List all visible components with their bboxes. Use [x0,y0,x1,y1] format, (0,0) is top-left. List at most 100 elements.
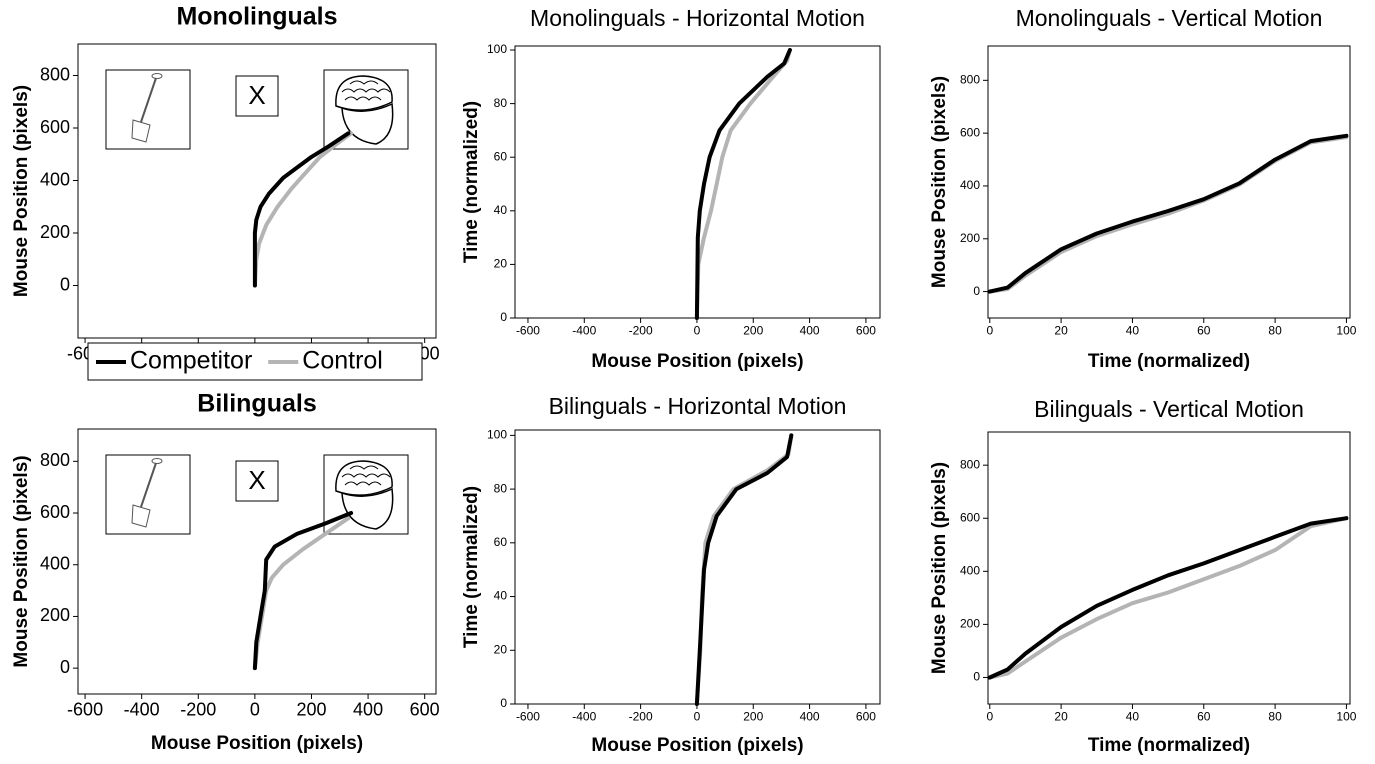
shovel-handle [140,462,157,508]
x-tick-label: 0 [694,709,701,723]
center-card [235,75,279,117]
y-tick-label: 0 [500,310,507,324]
y-tick-label: 60 [494,149,508,163]
y-tick-label: 100 [487,428,507,442]
y-tick-label: 80 [494,96,508,110]
y-tick-label: 60 [494,535,508,549]
y-tick-label: 200 [960,231,980,245]
chart-panel: Bilinguals Mouse Position (pixels) Mouse P… [11,390,440,754]
acorn-cap [335,460,393,496]
x-tick-label: 40 [1126,709,1140,723]
series-line [252,131,354,288]
x-tick-label: -200 [180,700,216,720]
x-axis-label: Mouse Position (pixels) [591,735,803,756]
y-tick-label: 600 [960,510,980,524]
shovel-blade [131,119,151,143]
x-tick-label: -400 [572,709,596,723]
series-line [987,516,1349,680]
x-tick-label: 80 [1268,323,1282,337]
y-tick-label: 400 [960,563,980,577]
legend-label: Control [302,347,383,375]
x-tick-label: -400 [124,700,160,720]
series-line [252,516,351,671]
y-axis-label: Time (normalized) [461,486,482,648]
plot-frame [77,43,437,339]
series-line [694,48,792,320]
acorn-cap [335,75,393,111]
y-tick-label: 600 [960,125,980,139]
series-line [252,131,351,288]
y-tick-label: 200 [40,222,70,242]
y-axis-label: Mouse Position (pixels) [11,455,32,667]
y-axis-label: Mouse Position (pixels) [11,85,32,297]
x-axis-label: Time (normalized) [1088,351,1250,372]
y-tick-label: 0 [973,670,980,684]
center-mark: X [248,80,265,110]
x-tick-label: -600 [516,709,540,723]
x-tick-label: -200 [629,709,653,723]
y-tick-label: 400 [40,553,70,573]
plot-frame [987,431,1351,705]
y-tick-label: 400 [960,178,980,192]
y-tick-label: 800 [960,73,980,87]
y-tick-label: 200 [960,617,980,631]
y-tick-label: 100 [487,42,507,56]
x-tick-label: 0 [986,323,993,337]
center-mark: X [248,465,265,495]
y-tick-label: 20 [494,257,508,271]
y-tick-label: 800 [40,64,70,84]
x-axis-label: Mouse Position (pixels) [151,733,363,754]
series-line [694,48,792,320]
x-tick-label: 80 [1268,709,1282,723]
x-tick-label: 600 [856,709,876,723]
chart-title: Monolinguals [176,3,337,31]
y-tick-label: 20 [494,642,508,656]
y-tick-label: 200 [40,605,70,625]
y-axis-label: Mouse Position (pixels) [929,76,950,288]
series-line [252,511,354,671]
chart-panel: Monolinguals - Vertical Motion Time (norm… [929,5,1357,372]
acorn-nut [341,487,394,530]
y-tick-label: 800 [40,450,70,470]
series-line [694,433,794,706]
series-line [987,516,1349,680]
x-tick-label: 400 [353,700,383,720]
series-line [694,433,794,706]
series-line [987,133,1349,294]
x-tick-label: 40 [1126,323,1140,337]
x-tick-label: 60 [1197,709,1211,723]
shovel-grip [151,458,163,464]
x-tick-label: -600 [516,323,540,337]
y-tick-label: 0 [60,657,70,677]
chart-title: Bilinguals [197,390,316,418]
legend-label: Competitor [130,347,252,375]
x-tick-label: 400 [800,709,820,723]
y-tick-label: 0 [500,696,507,710]
chart-panel: Bilinguals - Horizontal Motion Mouse Posi… [461,393,881,756]
y-tick-label: 600 [40,117,70,137]
y-tick-label: 400 [40,169,70,189]
shovel-handle [140,77,157,123]
x-tick-label: -200 [629,323,653,337]
plot-frame [514,429,881,705]
x-tick-label: 400 [800,323,820,337]
x-tick-label: 0 [250,700,260,720]
y-tick-label: 0 [973,284,980,298]
y-tick-label: 600 [40,502,70,522]
x-tick-label: 100 [1336,709,1356,723]
shovel-blade [131,504,151,528]
y-axis-label: Mouse Position (pixels) [929,462,950,674]
shovel-card [105,69,191,150]
y-tick-label: 0 [60,274,70,294]
chart-panel: Monolinguals - Horizontal Motion Mouse Po… [461,5,881,372]
x-tick-label: 0 [986,709,993,723]
x-tick-label: 100 [1336,323,1356,337]
x-tick-label: 200 [743,323,763,337]
y-tick-label: 800 [960,457,980,471]
acorn-cap-scales [341,465,391,486]
shovel-grip [151,73,163,79]
y-axis-label: Time (normalized) [461,101,482,263]
plot-frame [987,45,1351,319]
chart-title: Monolinguals - Vertical Motion [1016,5,1323,31]
